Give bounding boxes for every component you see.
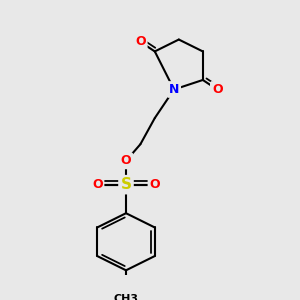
- Text: N: N: [169, 83, 179, 96]
- Text: CH3: CH3: [113, 294, 139, 300]
- Text: O: O: [92, 178, 103, 191]
- Text: O: O: [121, 154, 131, 167]
- Text: O: O: [149, 178, 160, 191]
- Text: S: S: [121, 177, 131, 192]
- Text: O: O: [135, 35, 146, 48]
- Text: O: O: [212, 83, 223, 96]
